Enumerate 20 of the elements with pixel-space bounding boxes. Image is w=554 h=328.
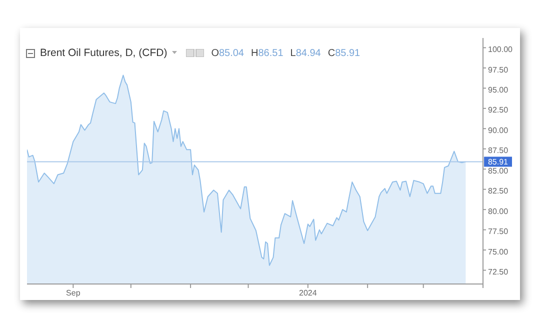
text: Brent Oil Futures, D, (CFD) (40, 47, 168, 59)
y-tick-label: 72.50 (488, 268, 509, 277)
x-tick-label: Sep (66, 288, 81, 298)
y-tick-label: 95.00 (488, 86, 509, 95)
ref-line-label: 85.91 (488, 158, 509, 167)
y-tick-label: 75.00 (488, 247, 509, 256)
annotation: L84.94 (290, 48, 321, 58)
y-tick-label: 90.00 (488, 126, 509, 135)
annotation: H86.51 (251, 48, 284, 58)
y-tick-label: 87.50 (488, 146, 509, 156)
x-tick-label: 2024 (299, 288, 318, 298)
y-tick-label: 80.00 (488, 206, 509, 216)
annotation: O85.04 (211, 48, 244, 58)
y-tick-label: 92.50 (488, 106, 509, 115)
y-tick-label: 100.00 (488, 45, 514, 54)
annotation: C85.91 (328, 48, 360, 58)
y-tick-label: 85.00 (488, 166, 509, 176)
y-tick-label: 77.50 (488, 227, 509, 236)
y-tick-label: 82.50 (488, 186, 509, 196)
y-tick-label: 97.50 (488, 65, 509, 74)
